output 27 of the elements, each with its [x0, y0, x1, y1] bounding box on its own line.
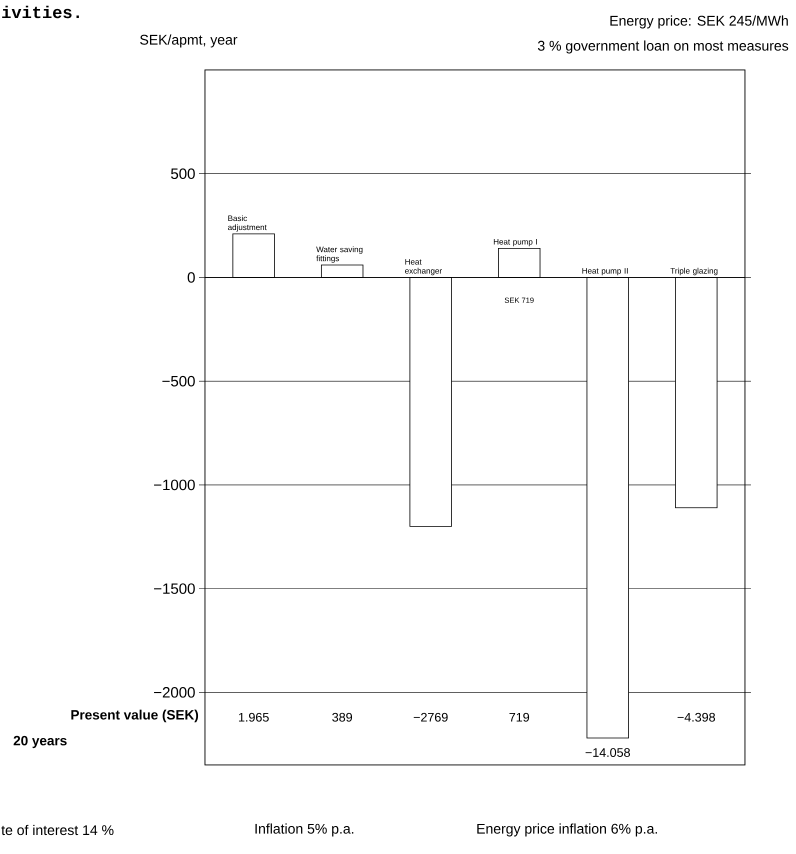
- y-axis-title: SEK/apmt, year: [140, 34, 238, 48]
- x-tick-label: Heat pump I: [494, 239, 537, 246]
- annotation: 389: [332, 712, 352, 722]
- text: 3 % government loan on most measures: [538, 40, 788, 54]
- y-tick-label: 500: [171, 168, 195, 180]
- y-tick-label: −500: [162, 376, 195, 386]
- text: te of interest 14 %: [1, 824, 114, 836]
- annotation: −14.058: [586, 748, 630, 757]
- annotation: 1.965: [239, 712, 269, 722]
- x-tick-label: Triple glazing: [670, 268, 718, 276]
- y-tick-label: −1500: [154, 583, 195, 594]
- text: Present value (SEK): [71, 710, 198, 722]
- x-tick-label: Heat pump II: [582, 268, 628, 276]
- y-tick-label: −1000: [154, 480, 195, 490]
- text: Energy price inflation 6% p.a.: [477, 823, 657, 836]
- text: Inflation 5% p.a.: [255, 823, 354, 836]
- text: 20 years: [14, 736, 67, 748]
- annotation: −2769: [414, 712, 448, 722]
- x-tick-label: Heat exchanger: [405, 259, 442, 276]
- x-tick-label: Basic adjustment: [228, 215, 267, 232]
- text: Energy price: SEK 245/MWh: [610, 15, 788, 28]
- x-tick-label: Water saving fittings: [316, 246, 363, 263]
- annotation: 719: [509, 712, 530, 722]
- annotation: −4.398: [678, 712, 716, 722]
- text: ivities.: [2, 6, 79, 18]
- y-tick-label: 0: [188, 272, 195, 283]
- y-tick-label: −2000: [154, 687, 195, 698]
